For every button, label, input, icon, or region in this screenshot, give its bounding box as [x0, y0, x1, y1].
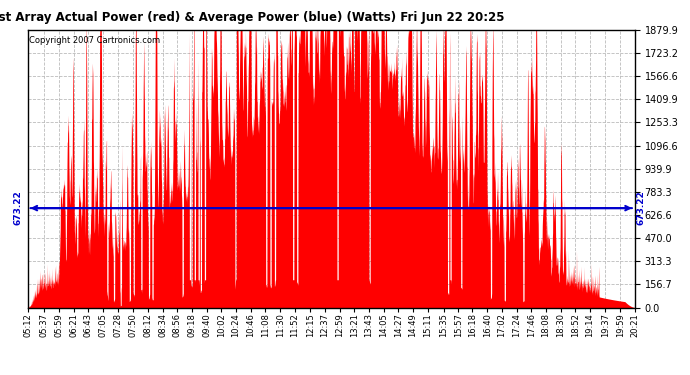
Text: West Array Actual Power (red) & Average Power (blue) (Watts) Fri Jun 22 20:25: West Array Actual Power (red) & Average … — [0, 11, 505, 24]
Text: 673.22: 673.22 — [636, 191, 645, 225]
Text: Copyright 2007 Cartronics.com: Copyright 2007 Cartronics.com — [29, 36, 160, 45]
Text: 673.22: 673.22 — [13, 191, 22, 225]
